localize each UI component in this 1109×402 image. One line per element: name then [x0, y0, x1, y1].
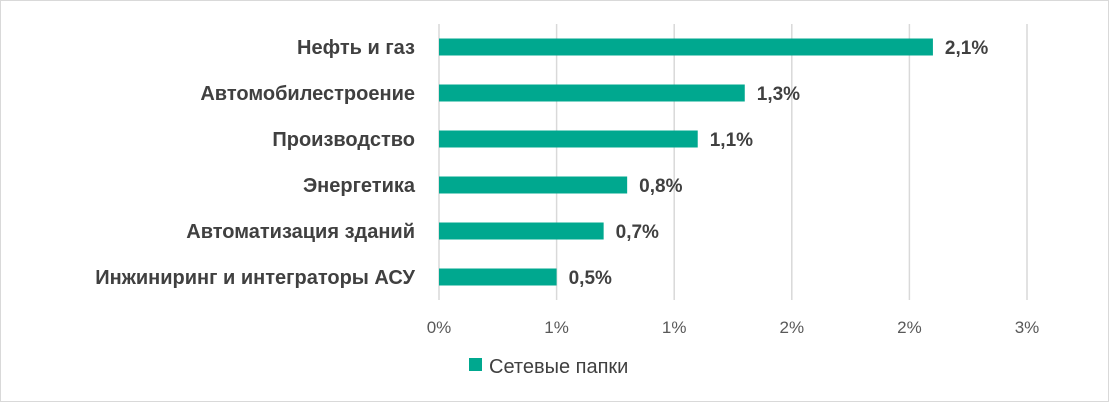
x-tick-label: 1% — [662, 318, 687, 337]
data-labels: 2,1% 1,3% 1,1% 0,8% 0,7% 0,5% — [569, 38, 989, 289]
bars — [439, 38, 933, 286]
x-tick-label: 2% — [897, 318, 922, 337]
category-label: Автоматизация зданий — [186, 221, 415, 243]
data-label: 1,1% — [710, 130, 753, 151]
category-label: Автомобилестроение — [200, 83, 415, 105]
x-tick-label: 1% — [544, 318, 569, 337]
data-label: 0,8% — [639, 176, 682, 197]
legend: Сетевые папки — [469, 356, 628, 378]
category-labels: Нефть и газ Автомобилестроение Производств… — [95, 37, 416, 289]
category-label: Нефть и газ — [297, 37, 415, 59]
category-label: Инжиниринг и интеграторы АСУ — [95, 267, 415, 289]
x-tick-label: 3% — [1015, 318, 1040, 337]
legend-swatch — [469, 358, 482, 371]
x-tick-label: 0% — [427, 318, 452, 337]
data-label: 1,3% — [757, 84, 800, 105]
data-label: 0,7% — [616, 222, 659, 243]
bar — [439, 38, 933, 56]
bar — [439, 84, 745, 102]
data-label: 0,5% — [569, 268, 612, 289]
x-tick-label: 2% — [780, 318, 805, 337]
data-label: 2,1% — [945, 38, 988, 59]
bar — [439, 176, 628, 194]
bar — [439, 268, 557, 286]
category-label: Энергетика — [303, 175, 416, 197]
legend-label: Сетевые папки — [489, 356, 628, 378]
bar — [439, 222, 604, 240]
bar — [439, 130, 698, 148]
x-axis-ticks: 0% 1% 1% 2% 2% 3% — [427, 318, 1040, 337]
gridlines — [438, 24, 1028, 300]
category-label: Производство — [272, 129, 415, 151]
